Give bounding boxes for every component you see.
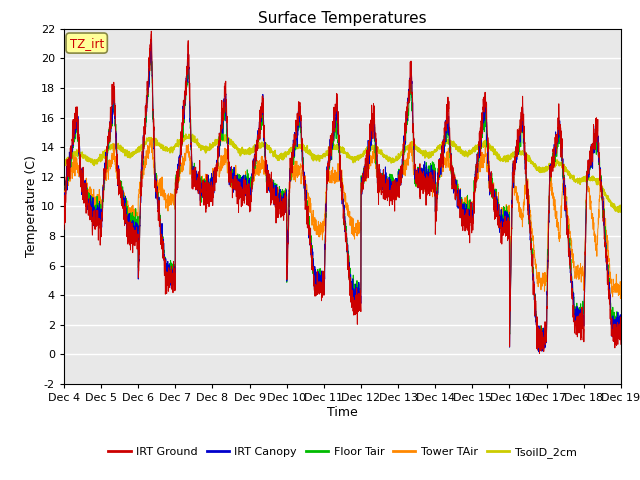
Text: TZ_irt: TZ_irt [70, 36, 104, 49]
Tower TAir [124, 209, 131, 215]
Floor Tair [124, 216, 131, 222]
Line: TsoilD_2cm: TsoilD_2cm [64, 134, 621, 212]
IRT Canopy [147, 37, 155, 43]
X-axis label: Time: Time [327, 406, 358, 419]
Tower TAir [298, 171, 306, 177]
TsoilD_2cm [60, 164, 68, 170]
TsoilD_2cm [274, 157, 282, 163]
IRT Ground [147, 28, 155, 34]
Floor Tair [606, 301, 614, 307]
Line: Tower TAir: Tower TAir [64, 139, 621, 299]
TsoilD_2cm [182, 132, 189, 137]
IRT Ground [298, 142, 306, 147]
TsoilD_2cm [614, 209, 622, 215]
IRT Canopy [534, 349, 542, 355]
TsoilD_2cm [124, 149, 131, 155]
IRT Ground [124, 218, 131, 224]
Floor Tair [298, 147, 306, 153]
TsoilD_2cm [546, 165, 554, 171]
IRT Ground [157, 233, 164, 239]
Line: Floor Tair: Floor Tair [64, 47, 621, 347]
IRT Canopy [124, 220, 131, 226]
Tower TAir [274, 198, 282, 204]
Tower TAir [616, 296, 624, 301]
IRT Canopy [298, 147, 306, 153]
TsoilD_2cm [298, 144, 306, 149]
Tower TAir [546, 180, 554, 186]
IRT Canopy [60, 214, 68, 219]
IRT Canopy [617, 321, 625, 326]
Tower TAir [157, 191, 164, 197]
IRT Ground [547, 166, 554, 172]
IRT Canopy [274, 200, 282, 206]
TsoilD_2cm [157, 144, 164, 149]
IRT Canopy [547, 169, 554, 175]
TsoilD_2cm [606, 199, 614, 204]
Floor Tair [617, 320, 625, 325]
IRT Canopy [606, 292, 614, 298]
Floor Tair [157, 220, 164, 226]
TsoilD_2cm [617, 207, 625, 213]
Floor Tair [147, 44, 155, 49]
Line: IRT Ground: IRT Ground [64, 31, 621, 353]
Floor Tair [60, 205, 68, 211]
Tower TAir [148, 136, 156, 142]
Tower TAir [60, 191, 68, 197]
Legend: IRT Ground, IRT Canopy, Floor Tair, Tower TAir, TsoilD_2cm: IRT Ground, IRT Canopy, Floor Tair, Towe… [104, 443, 581, 463]
IRT Canopy [157, 227, 164, 233]
IRT Ground [536, 350, 543, 356]
Floor Tair [274, 194, 282, 200]
Floor Tair [547, 172, 554, 178]
Floor Tair [536, 344, 544, 350]
IRT Ground [274, 185, 282, 191]
Line: IRT Canopy: IRT Canopy [64, 40, 621, 352]
Tower TAir [617, 291, 625, 297]
IRT Ground [617, 341, 625, 347]
IRT Ground [60, 227, 68, 232]
Y-axis label: Temperature (C): Temperature (C) [25, 156, 38, 257]
Tower TAir [606, 269, 614, 275]
Title: Surface Temperatures: Surface Temperatures [258, 11, 427, 26]
IRT Ground [606, 316, 614, 322]
